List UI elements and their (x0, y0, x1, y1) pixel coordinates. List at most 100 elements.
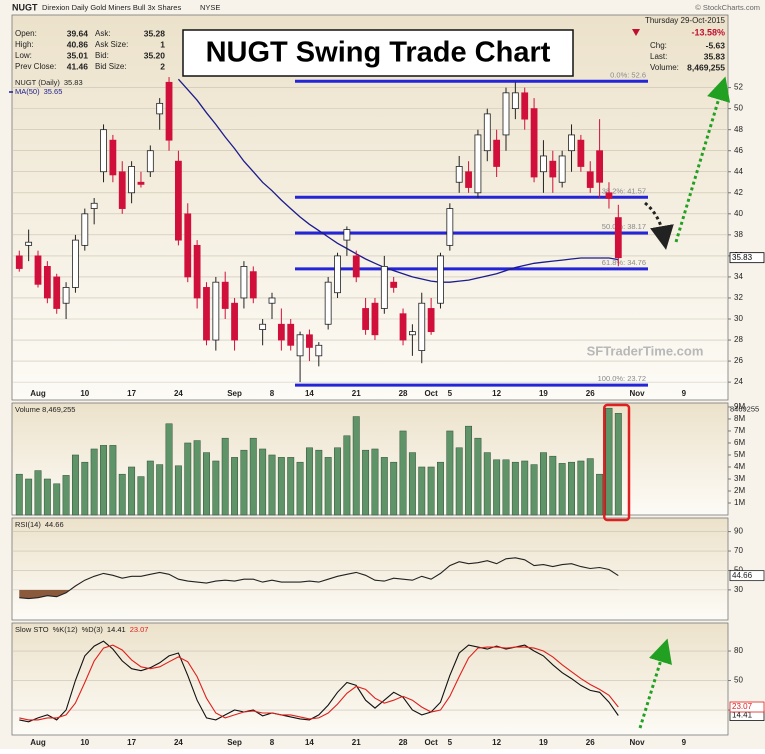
x-tick-label: Nov (629, 738, 645, 747)
volume-bar (53, 483, 61, 516)
quote-label: Ask: (95, 29, 111, 38)
volume-bar (437, 461, 444, 516)
volume-bar (43, 478, 51, 516)
y-tick-label: 80 (734, 646, 743, 655)
candle-body (306, 334, 313, 348)
volume-bar (362, 449, 370, 516)
volume-bar (521, 460, 529, 516)
x-tick-label: Oct (424, 389, 438, 398)
candle-body (174, 160, 182, 241)
x-tick-label: 14 (305, 389, 314, 398)
quote-value: 35.01 (67, 50, 89, 60)
candle-body (193, 244, 201, 299)
quote-value: 35.28 (144, 28, 166, 38)
quote-value: 35.20 (144, 50, 166, 60)
quote-value: -5.63 (706, 40, 726, 50)
legend-name: MA(50) (15, 87, 40, 96)
volume-bar (446, 430, 454, 516)
x-tick-label: 21 (352, 738, 361, 747)
candle-body (577, 139, 585, 167)
volume-bar (390, 461, 398, 516)
volume-bar (427, 466, 435, 516)
candle-body (90, 202, 98, 209)
price-plot: SFTraderTime.com 0.0%: 52.6 38.2%: 41.57 50… (15, 70, 704, 387)
panel-background (11, 622, 729, 736)
volume-bar (221, 437, 229, 516)
x-tick-label: 10 (80, 738, 89, 747)
volume-bar (549, 455, 557, 516)
volume-bar (212, 460, 220, 516)
legend: MA(50) 35.65 (15, 87, 62, 96)
arrow-down (644, 201, 674, 250)
candle-body (493, 139, 501, 167)
symbol: NUGT (12, 2, 38, 12)
copyright: © StockCharts.com (695, 3, 760, 12)
y-tick-label: 52 (734, 83, 743, 92)
candle-body (446, 208, 454, 246)
fib-label: 38.2%: 41.57 (602, 186, 646, 195)
legend-name: NUGT (Daily) (15, 78, 60, 87)
x-tick-label: Oct (424, 738, 438, 747)
y-tick-label: 50 (734, 676, 743, 685)
exchange: NYSE (200, 3, 220, 12)
candle-body (418, 302, 426, 351)
value-tag-box (729, 701, 765, 713)
x-tick-label: 19 (539, 389, 548, 398)
y-tick-label: 38 (734, 230, 743, 239)
x-tick-label: 26 (586, 389, 595, 398)
candle-body (530, 108, 538, 178)
candle-body (315, 344, 323, 357)
y-tick-label: 8M (734, 414, 745, 423)
y-tick-label: 30 (734, 314, 743, 323)
series-line (19, 557, 619, 600)
x-tick-label: 19 (539, 738, 548, 747)
candle-body (221, 281, 229, 309)
volume-bar (465, 425, 473, 516)
y-tick-label: 3M (734, 474, 745, 483)
candle-body (240, 266, 248, 299)
candle-body (62, 287, 70, 304)
candle-body (268, 297, 276, 304)
candle-body (296, 334, 304, 357)
volume-bar (90, 448, 98, 516)
volume-bar (483, 452, 491, 516)
quote-value: 35.83 (704, 51, 726, 61)
candle-body (128, 166, 136, 194)
quote-value: 39.64 (67, 28, 89, 38)
quote-label: Bid Size: (95, 62, 127, 71)
x-tick-label: 17 (127, 738, 136, 747)
watermark: SFTraderTime.com (587, 343, 704, 358)
volume-bar (25, 478, 33, 516)
down-arrow (632, 29, 640, 36)
legend: Slow STO %K(12) %D(3) 14.41 23.07 (15, 625, 148, 634)
legend-value: 35.83 (64, 78, 83, 87)
candle-body (427, 308, 435, 333)
volume-bar (277, 457, 285, 516)
fib-label: 100.0%: 23.72 (598, 374, 646, 383)
volume-bar (118, 473, 126, 516)
volume-bar (100, 445, 107, 516)
fib-label: 61.8%: 34.76 (602, 258, 646, 267)
quote-change-pct: -13.58% (691, 27, 725, 37)
arrow-up (638, 638, 672, 729)
volume-bar (15, 473, 23, 516)
volume-bar (539, 452, 547, 516)
line-plot (19, 640, 619, 723)
candle-body (408, 331, 416, 336)
candle-body (15, 255, 23, 269)
candle-body (605, 192, 613, 199)
x-tick-label: 14 (305, 738, 314, 747)
volume-bar (146, 460, 154, 516)
value-tag-box (729, 252, 765, 264)
volume-bar (493, 459, 501, 516)
value-tag: 14.41 (732, 711, 753, 720)
volume-bar (165, 423, 173, 516)
volume-bar (231, 457, 239, 516)
candle-body (212, 281, 220, 341)
volume-bar (268, 454, 276, 516)
quote-value: 8,469,255 (687, 62, 725, 72)
x-tick-label: 10 (80, 389, 89, 398)
candle-body (259, 323, 267, 330)
candle-body (362, 308, 370, 330)
candle-body (371, 302, 379, 336)
